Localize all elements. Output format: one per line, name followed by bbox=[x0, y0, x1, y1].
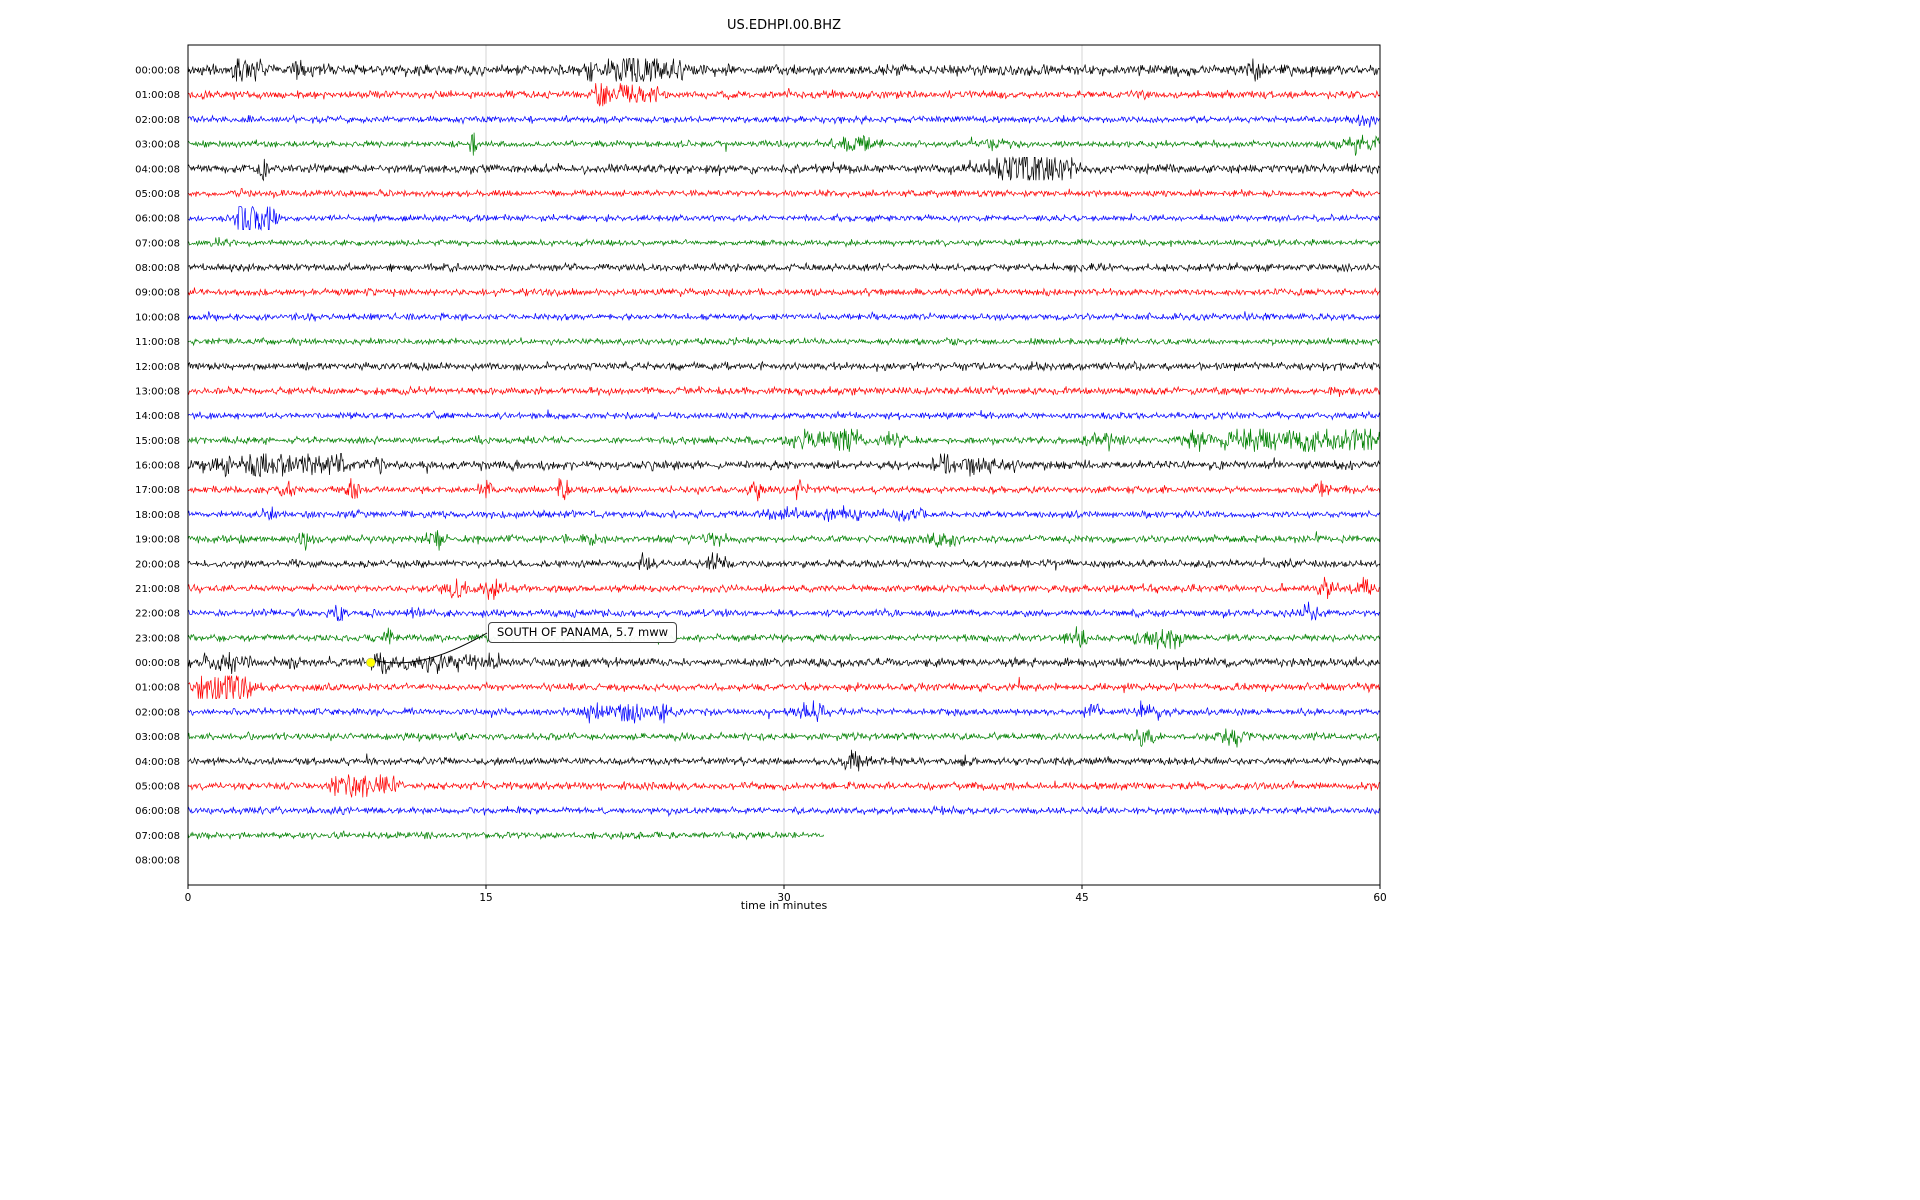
trace-row-4 bbox=[187, 156, 1381, 182]
trace-row-20 bbox=[187, 552, 1381, 571]
row-label-1: 01:00:08 bbox=[135, 90, 180, 101]
row-label-6: 06:00:08 bbox=[135, 214, 180, 225]
trace-row-7 bbox=[187, 236, 1381, 248]
trace-row-25 bbox=[187, 675, 1381, 700]
annotation-leader-line bbox=[374, 632, 488, 664]
trace-row-5 bbox=[187, 187, 1381, 199]
trace-row-17 bbox=[187, 478, 1381, 502]
row-label-27: 03:00:08 bbox=[135, 732, 180, 743]
row-label-8: 08:00:08 bbox=[135, 263, 180, 274]
row-label-26: 02:00:08 bbox=[135, 707, 180, 718]
trace-row-26 bbox=[187, 700, 1381, 724]
trace-row-12 bbox=[187, 360, 1381, 372]
row-label-23: 23:00:08 bbox=[135, 633, 180, 644]
trace-row-31 bbox=[187, 830, 825, 841]
row-label-31: 07:00:08 bbox=[135, 831, 180, 842]
row-label-13: 13:00:08 bbox=[135, 386, 180, 397]
x-tick-label-30: 30 bbox=[777, 892, 790, 904]
row-label-3: 03:00:08 bbox=[135, 140, 180, 151]
event-annotation: SOUTH OF PANAMA, 5.7 mww bbox=[488, 622, 678, 643]
x-axis-label: time in minutes bbox=[740, 899, 828, 912]
trace-row-14 bbox=[187, 409, 1381, 421]
row-label-24: 00:00:08 bbox=[135, 658, 180, 669]
trace-row-8 bbox=[187, 261, 1381, 273]
row-label-19: 19:00:08 bbox=[135, 535, 180, 546]
trace-row-1 bbox=[187, 83, 1381, 107]
trace-row-13 bbox=[187, 385, 1381, 398]
row-label-32: 08:00:08 bbox=[135, 856, 180, 867]
trace-row-18 bbox=[187, 505, 1381, 523]
trace-row-0 bbox=[187, 58, 1381, 82]
event-marker bbox=[366, 657, 376, 668]
row-label-2: 02:00:08 bbox=[135, 115, 180, 126]
row-label-18: 18:00:08 bbox=[135, 510, 180, 521]
row-label-10: 10:00:08 bbox=[135, 312, 180, 323]
trace-row-22 bbox=[187, 601, 1381, 622]
row-label-16: 16:00:08 bbox=[135, 461, 180, 472]
trace-row-10 bbox=[187, 310, 1381, 322]
trace-row-23 bbox=[187, 626, 1381, 650]
row-label-25: 01:00:08 bbox=[135, 683, 180, 694]
trace-row-6 bbox=[188, 205, 1381, 231]
trace-row-30 bbox=[187, 804, 1381, 818]
trace-row-21 bbox=[187, 576, 1380, 600]
row-label-20: 20:00:08 bbox=[135, 559, 180, 570]
row-label-7: 07:00:08 bbox=[135, 238, 180, 249]
trace-row-29 bbox=[187, 774, 1381, 798]
row-label-30: 06:00:08 bbox=[135, 806, 180, 817]
x-tick-label-60: 60 bbox=[1373, 892, 1386, 904]
x-tick-label-15: 15 bbox=[479, 892, 492, 904]
row-label-12: 12:00:08 bbox=[135, 362, 180, 373]
trace-row-15 bbox=[187, 428, 1381, 452]
row-label-11: 11:00:08 bbox=[135, 337, 180, 348]
row-label-14: 14:00:08 bbox=[135, 411, 180, 422]
trace-row-16 bbox=[187, 453, 1381, 478]
row-label-29: 05:00:08 bbox=[135, 781, 180, 792]
plot-title: US.EDHPI.00.BHZ bbox=[727, 18, 841, 33]
trace-row-24 bbox=[187, 651, 1381, 675]
trace-row-2 bbox=[187, 114, 1381, 128]
trace-row-9 bbox=[187, 287, 1381, 298]
trace-row-11 bbox=[187, 336, 1381, 347]
x-tick-label-0: 0 bbox=[185, 892, 192, 904]
row-label-28: 04:00:08 bbox=[135, 757, 180, 768]
row-label-5: 05:00:08 bbox=[135, 189, 180, 200]
trace-row-28 bbox=[187, 749, 1381, 772]
row-label-9: 09:00:08 bbox=[135, 288, 180, 299]
row-label-15: 15:00:08 bbox=[135, 436, 180, 447]
trace-row-27 bbox=[187, 728, 1381, 748]
row-label-22: 22:00:08 bbox=[135, 609, 180, 620]
x-tick-label-45: 45 bbox=[1075, 892, 1088, 904]
row-label-0: 00:00:08 bbox=[135, 66, 180, 77]
row-label-21: 21:00:08 bbox=[135, 584, 180, 595]
trace-row-3 bbox=[187, 132, 1381, 156]
trace-row-19 bbox=[187, 530, 1381, 551]
row-label-4: 04:00:08 bbox=[135, 164, 180, 175]
row-label-17: 17:00:08 bbox=[135, 485, 180, 496]
